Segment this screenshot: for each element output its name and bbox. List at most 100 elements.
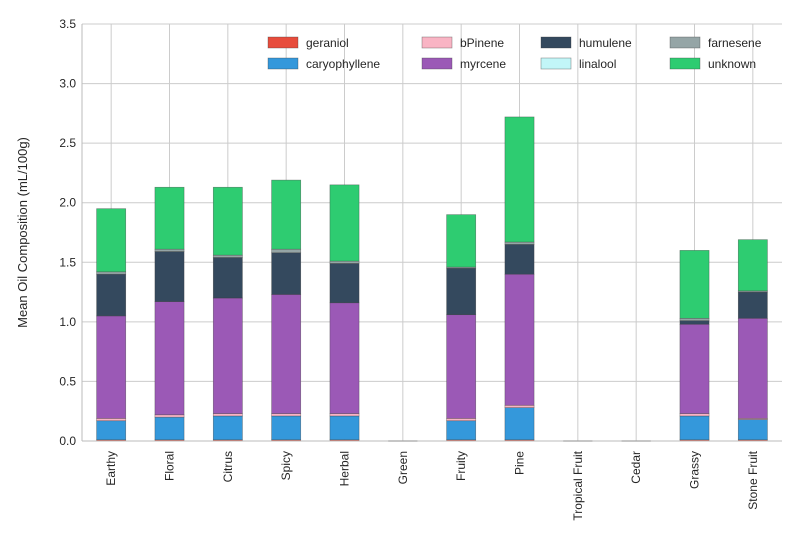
y-tick-label: 2.5 (59, 136, 76, 150)
bar-segment-humulene (329, 263, 360, 304)
legend-label: linalool (579, 57, 616, 71)
bar-segment-farnesene (96, 271, 127, 275)
x-tick-label: Earthy (104, 451, 118, 486)
x-tick-label: Tropical Fruit (571, 450, 585, 520)
legend-label: bPinene (460, 36, 504, 50)
legend: geraniol caryophyllene bPinene myrcene humul… (267, 36, 762, 71)
legend-label: caryophyllene (306, 57, 380, 71)
bar-segment-bPinene (329, 413, 360, 417)
bar-segment-myrcene (446, 314, 477, 419)
bar-segment-bPinene (679, 413, 710, 417)
legend-item-linalool: linalool (540, 57, 616, 71)
legend-item-unknown: unknown (669, 57, 756, 71)
bar-stack (504, 116, 535, 442)
y-tick-label: 3.5 (59, 17, 76, 31)
legend-item-humulene: humulene (540, 36, 632, 50)
bar-segment-caryophyllene (212, 415, 243, 441)
grid-layer (82, 23, 782, 442)
bar-stack (737, 239, 768, 442)
bar-segment-unknown (271, 179, 302, 250)
bar-segment-farnesene (212, 254, 243, 258)
bar-stack (679, 250, 710, 442)
bar-segment-caryophyllene (154, 416, 185, 441)
legend-item-caryophyllene: caryophyllene (267, 57, 380, 71)
bar-segment-unknown (737, 239, 768, 292)
x-tick-label: Green (396, 451, 410, 484)
bar-segment-caryophyllene (329, 415, 360, 441)
legend-label: unknown (708, 57, 756, 71)
y-tick-label: 1.5 (59, 255, 76, 269)
bar-stack (212, 186, 243, 442)
x-tick-label: Floral (163, 451, 177, 481)
bar-segment-humulene (154, 251, 185, 302)
axes-layer: 0.0 0.5 1.0 1.5 2.0 2.5 3.0 3.5 Earthy Floral Citr… (59, 17, 782, 521)
bar-segment-myrcene (504, 273, 535, 406)
bar-segment-unknown (212, 186, 243, 256)
bar-segment-humulene (679, 320, 710, 325)
bar-stack (271, 179, 302, 442)
x-tick-label: Spicy (279, 451, 293, 480)
bar-segment-caryophyllene (504, 407, 535, 441)
bar-segment-caryophyllene (737, 419, 768, 441)
bar-segment-unknown (154, 186, 185, 250)
bar-segment-unknown (96, 208, 127, 273)
y-axis-title: Mean Oil Composition (mL/100g) (15, 137, 30, 328)
y-tick-label: 0.5 (59, 374, 76, 388)
bar-segment-farnesene (329, 260, 360, 264)
bar-segment-caryophyllene (679, 415, 710, 441)
bar-segment-myrcene (271, 294, 302, 414)
bar-segment-humulene (271, 252, 302, 295)
legend-label: myrcene (460, 57, 506, 71)
bar-segment-bPinene (154, 414, 185, 418)
x-tick-label: Citrus (221, 451, 235, 482)
bar-stack (154, 186, 185, 442)
bar-segment-caryophyllene (96, 420, 127, 441)
bar-segment-myrcene (212, 297, 243, 414)
bar-stack (96, 208, 127, 442)
legend-swatch (540, 36, 572, 49)
bar-segment-caryophyllene (271, 415, 302, 441)
y-tick-label: 1.0 (59, 315, 76, 329)
bar-segment-humulene (504, 244, 535, 275)
bar-segment-bPinene (212, 413, 243, 417)
bar-segment-bPinene (271, 413, 302, 417)
legend-swatch (267, 36, 299, 49)
bar-segment-myrcene (154, 301, 185, 416)
legend-item-farnesene: farnesene (669, 36, 762, 50)
bar-segment-unknown (446, 214, 477, 268)
bar-segment-caryophyllene (446, 420, 477, 441)
bar-segment-unknown (679, 250, 710, 319)
legend-label: geraniol (306, 36, 349, 50)
legend-swatch (669, 57, 701, 70)
bar-segment-humulene (212, 257, 243, 299)
bar-segment-farnesene (679, 317, 710, 321)
x-tick-label: Pine (513, 451, 527, 475)
legend-item-geraniol: geraniol (267, 36, 349, 50)
legend-swatch (540, 57, 572, 70)
x-tick-label: Herbal (338, 451, 352, 486)
legend-label: humulene (579, 36, 632, 50)
bar-segment-humulene (737, 291, 768, 319)
legend-label: farnesene (708, 36, 762, 50)
legend-swatch (421, 57, 453, 70)
bar-segment-farnesene (271, 248, 302, 254)
x-tick-label: Fruity (454, 451, 468, 481)
bar-segment-bPinene (446, 418, 477, 422)
bar-segment-humulene (96, 273, 127, 317)
bar-segment-myrcene (329, 302, 360, 414)
legend-swatch (267, 57, 299, 70)
bar-segment-myrcene (679, 323, 710, 414)
bar-stack (329, 184, 360, 442)
legend-item-myrcene: myrcene (421, 57, 506, 71)
y-tick-label: 3.0 (59, 77, 76, 91)
bar-segment-bPinene (96, 418, 127, 422)
y-tick-label: 2.0 (59, 196, 76, 210)
bars-layer (96, 116, 768, 442)
y-tick-label: 0.0 (59, 434, 76, 448)
bar-segment-farnesene (504, 241, 535, 245)
bar-segment-unknown (504, 116, 535, 243)
x-tick-label: Stone Fruit (746, 450, 760, 509)
bar-segment-unknown (329, 184, 360, 262)
